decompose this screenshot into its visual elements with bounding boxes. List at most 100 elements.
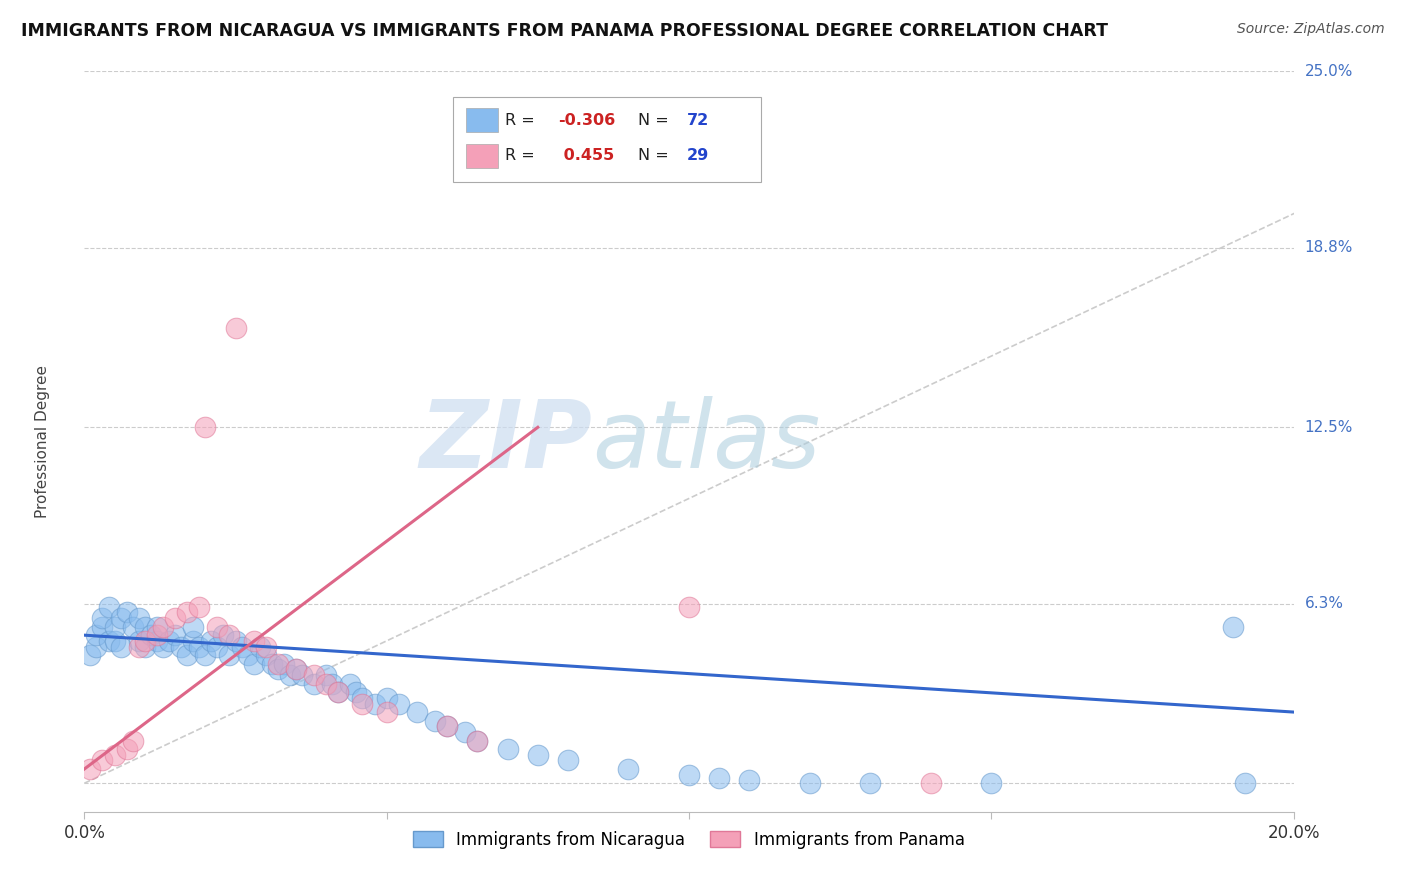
Text: Source: ZipAtlas.com: Source: ZipAtlas.com (1237, 22, 1385, 37)
Point (242, 633, 264, 648)
Point (454, 725, 477, 739)
Point (104, 633, 127, 648)
Point (436, 719, 458, 733)
Point (86, 640, 108, 654)
Point (321, 676, 343, 690)
Point (134, 633, 156, 648)
Text: 25.0%: 25.0% (1305, 64, 1353, 78)
FancyBboxPatch shape (467, 144, 498, 168)
Point (467, 733, 489, 747)
Point (799, 776, 821, 790)
Point (859, 776, 882, 790)
Point (328, 685, 350, 699)
Point (165, 628, 187, 642)
Text: ZIP: ZIP (419, 395, 592, 488)
Point (346, 685, 368, 699)
Point (285, 662, 308, 676)
Point (97, 599, 120, 614)
Point (352, 690, 374, 705)
Point (176, 606, 198, 620)
Point (423, 714, 446, 728)
Point (436, 719, 458, 733)
Point (152, 640, 174, 654)
Point (104, 747, 127, 762)
Point (188, 599, 211, 614)
Point (738, 773, 761, 788)
Point (920, 776, 942, 790)
Point (207, 640, 229, 654)
Point (181, 620, 204, 634)
Point (97, 633, 120, 648)
Point (91, 611, 114, 625)
Point (110, 611, 132, 625)
Point (339, 676, 361, 690)
Point (157, 633, 180, 648)
Text: R =: R = (505, 112, 540, 128)
Text: -0.306: -0.306 (558, 112, 616, 128)
Point (363, 697, 385, 711)
Point (254, 648, 277, 662)
Point (315, 668, 337, 682)
Point (194, 420, 217, 434)
Point (91, 620, 114, 634)
Text: 0.455: 0.455 (558, 148, 614, 163)
Point (128, 633, 150, 648)
Point (212, 628, 235, 642)
FancyBboxPatch shape (467, 109, 498, 132)
Point (278, 668, 301, 682)
Point (128, 640, 150, 654)
Point (678, 599, 700, 614)
Point (170, 640, 193, 654)
Text: 12.5%: 12.5% (1305, 420, 1353, 434)
Point (86, 628, 108, 642)
Point (260, 657, 283, 671)
Text: N =: N = (638, 112, 673, 128)
Text: atlas: atlas (592, 396, 821, 487)
Point (121, 733, 143, 747)
Point (678, 767, 700, 781)
Point (110, 640, 132, 654)
Point (218, 628, 240, 642)
Point (352, 697, 374, 711)
Point (146, 628, 169, 642)
Point (388, 697, 411, 711)
Point (249, 640, 271, 654)
Point (139, 628, 162, 642)
Point (121, 620, 143, 634)
Point (242, 657, 264, 671)
Point (134, 620, 156, 634)
Point (557, 754, 579, 768)
Point (302, 676, 325, 690)
Point (146, 620, 169, 634)
Point (302, 668, 325, 682)
Point (207, 620, 229, 634)
Point (1234, 776, 1257, 790)
Point (218, 648, 240, 662)
Point (194, 648, 217, 662)
Point (467, 733, 489, 747)
FancyBboxPatch shape (453, 97, 762, 183)
Point (236, 648, 259, 662)
Point (176, 648, 198, 662)
Point (496, 742, 519, 756)
Text: R =: R = (505, 148, 540, 163)
Point (254, 640, 277, 654)
Point (146, 633, 169, 648)
Point (375, 690, 398, 705)
Point (709, 771, 731, 785)
Point (267, 662, 290, 676)
Point (91, 754, 114, 768)
Text: Professional Degree: Professional Degree (35, 365, 49, 518)
Point (328, 685, 350, 699)
Point (115, 742, 138, 756)
Text: IMMIGRANTS FROM NICARAGUA VS IMMIGRANTS FROM PANAMA PROFESSIONAL DEGREE CORRELAT: IMMIGRANTS FROM NICARAGUA VS IMMIGRANTS … (21, 22, 1108, 40)
Point (375, 705, 398, 719)
Text: 72: 72 (686, 112, 709, 128)
Point (115, 606, 138, 620)
Point (406, 705, 429, 719)
Point (291, 668, 314, 682)
Point (527, 747, 550, 762)
Point (200, 633, 222, 648)
Point (315, 676, 337, 690)
Point (267, 657, 290, 671)
